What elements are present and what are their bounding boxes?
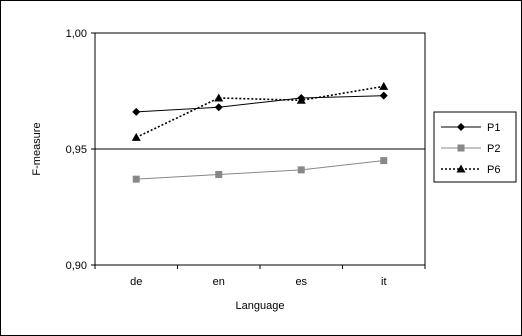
series-line-p6	[135, 85, 384, 139]
x-tick-label: it	[381, 276, 387, 288]
data-point-p6	[379, 81, 389, 90]
x-tick-label: es	[295, 276, 307, 288]
legend-marker-p2	[457, 144, 465, 152]
data-point-p1	[379, 91, 388, 100]
x-axis-title: Language	[236, 300, 285, 312]
legend-box	[433, 111, 517, 183]
legend-label-p1: P1	[487, 122, 500, 134]
series-line-p1	[136, 95, 384, 113]
data-point-p1	[214, 103, 223, 112]
y-tick-label: 0,95	[66, 144, 87, 156]
y-axis-title: F-measure	[31, 122, 43, 175]
x-tick-label: en	[213, 276, 225, 288]
data-point-p1	[132, 107, 141, 116]
legend-label-p6: P6	[487, 164, 500, 176]
data-point-p2	[215, 171, 223, 179]
data-point-p6	[214, 93, 224, 102]
data-point-p6	[131, 132, 141, 141]
data-point-p2	[380, 157, 388, 165]
data-point-p2	[297, 166, 305, 174]
legend: P1 P2 P6	[433, 111, 517, 183]
series-line-p2	[136, 160, 384, 180]
x-tick-label: de	[130, 276, 142, 288]
y-tick-label: 0,90	[66, 260, 87, 272]
plot-area: 0,90 0,95 1,00 de en es it	[66, 28, 426, 288]
legend-label-p2: P2	[487, 143, 500, 155]
legend-marker-p1	[457, 123, 465, 131]
data-point-p6	[296, 95, 306, 104]
data-point-p2	[132, 175, 140, 183]
legend-marker-p6	[456, 164, 466, 173]
y-tick-label: 1,00	[66, 28, 87, 40]
